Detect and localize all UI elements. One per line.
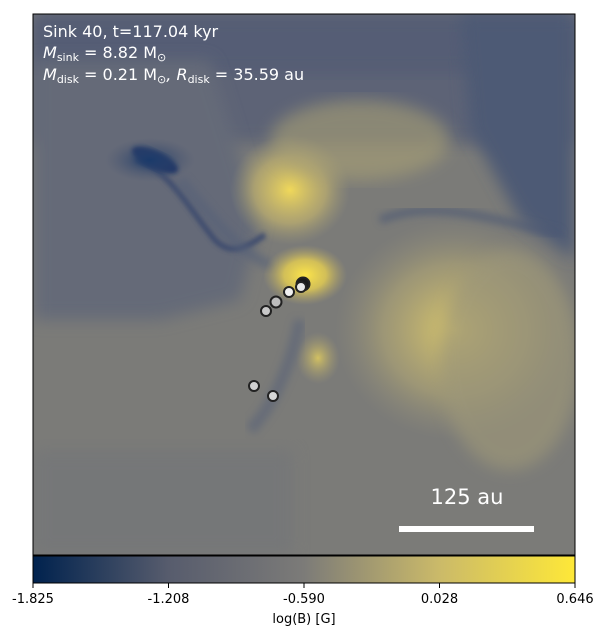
sink-marker xyxy=(283,286,295,298)
annotation-line2-symbol: M xyxy=(43,43,57,62)
map-frame xyxy=(32,13,576,556)
colorbar-tick-label: 0.646 xyxy=(556,592,593,607)
annotation-line2: Msink = 8.82 M⊙ xyxy=(43,43,166,64)
colorbar-tick-label: 0.028 xyxy=(421,592,458,607)
colorbar-ticks: -1.825 -1.208 -0.590 0.028 0.646 xyxy=(12,583,594,607)
sink-marker xyxy=(260,305,272,317)
scale-bar xyxy=(399,526,534,532)
annotation-line2-sun: ⊙ xyxy=(157,51,166,64)
annotation-line3-sun: ⊙ xyxy=(157,73,166,86)
colorbar-tick-label: -1.825 xyxy=(12,592,54,607)
annotation-line3-rest: = 35.59 au xyxy=(210,65,304,84)
colorbar-label: log(B) [G] xyxy=(272,612,335,627)
sink-marker xyxy=(267,390,279,402)
annotation-line3-symbol: M xyxy=(43,65,57,84)
annotation-line3: Mdisk = 0.21 M⊙, Rdisk = 35.59 au xyxy=(43,65,304,86)
sink-marker xyxy=(269,295,283,309)
annotation-line1: Sink 40, t=117.04 kyr xyxy=(43,22,219,41)
annotation-line3-sub: disk xyxy=(57,73,80,86)
sink-markers xyxy=(248,276,311,402)
sink-marker xyxy=(248,380,260,392)
annotation-line2-value: = 8.82 M xyxy=(79,43,157,62)
colorbar-tick-label: -1.208 xyxy=(148,592,190,607)
annotation-line2-sub: sink xyxy=(57,51,80,64)
annotation-line3-value: = 0.21 M xyxy=(79,65,157,84)
field-map xyxy=(33,14,575,555)
scale-bar-label: 125 au xyxy=(431,485,504,509)
colorbar xyxy=(32,555,576,584)
annotation-line3-sub2: disk xyxy=(188,73,211,86)
annotation-line3-sep: , R xyxy=(166,65,187,84)
sink-marker xyxy=(295,281,307,293)
colorbar-tick-label: -0.590 xyxy=(283,592,325,607)
